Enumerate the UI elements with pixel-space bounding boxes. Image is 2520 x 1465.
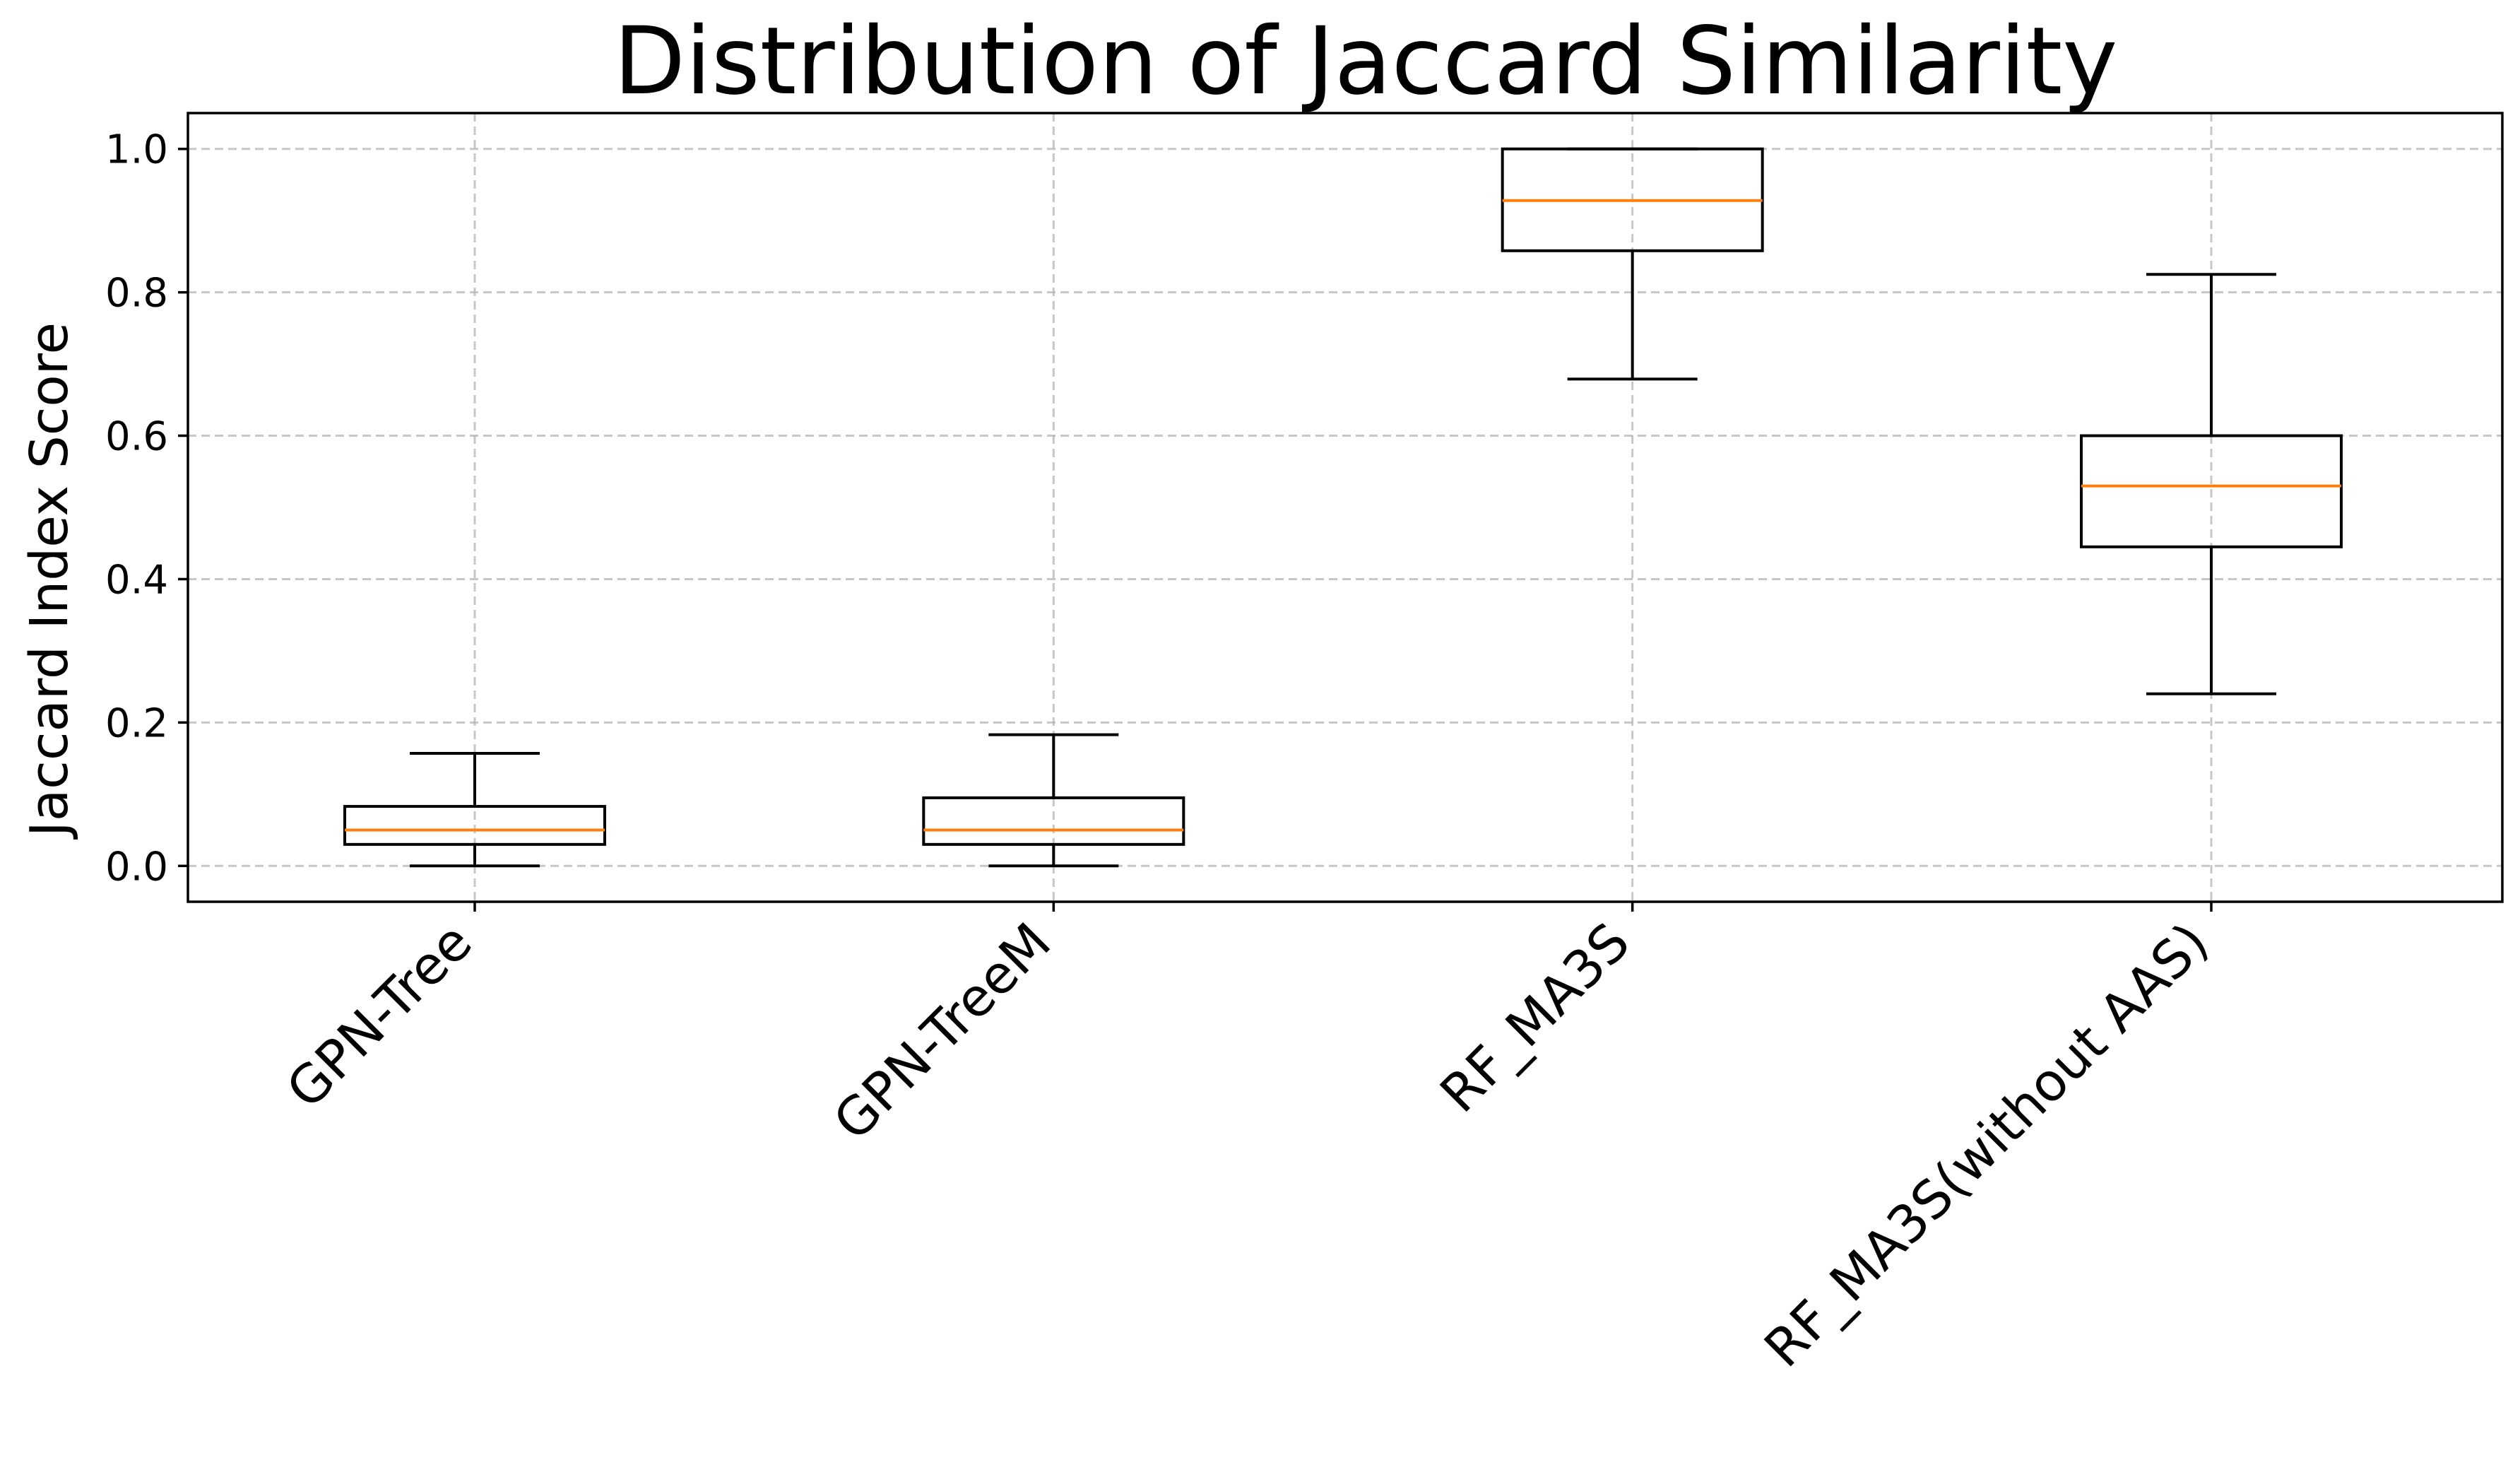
box-layer bbox=[343, 147, 2343, 868]
x-tick-label: RF_MA3S bbox=[1429, 912, 1642, 1124]
grid-layer bbox=[188, 113, 2502, 902]
box-group bbox=[922, 733, 1185, 868]
box-group bbox=[1501, 147, 1764, 381]
y-tick-label: 0.0 bbox=[105, 844, 168, 890]
box-group bbox=[343, 751, 606, 868]
iqr-box bbox=[2080, 434, 2343, 548]
y-tick-label: 1.0 bbox=[105, 127, 168, 173]
x-tick-label: GPN-Tree bbox=[276, 912, 484, 1120]
iqr-box bbox=[922, 796, 1185, 846]
y-tick-label: 0.6 bbox=[105, 414, 168, 460]
chart-title: Distribution of Jaccard Similarity bbox=[614, 7, 2118, 116]
plot-frame bbox=[187, 112, 2504, 903]
y-axis-label: Jaccard Index Score bbox=[19, 322, 80, 840]
box-group bbox=[2080, 273, 2343, 695]
y-tick-label: 0.2 bbox=[105, 700, 168, 746]
y-tick-label: 0.8 bbox=[105, 271, 168, 317]
iqr-box bbox=[343, 805, 606, 846]
x-tick-label: GPN-TreeM bbox=[822, 912, 1063, 1152]
y-tick-label: 0.4 bbox=[105, 557, 168, 603]
x-tick-label: RF_MA3S(without AAS) bbox=[1753, 912, 2220, 1379]
